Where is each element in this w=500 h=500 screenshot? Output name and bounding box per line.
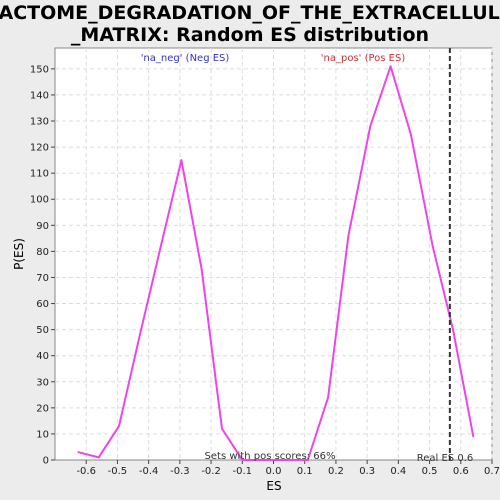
x-tick-label: 0.0	[266, 466, 282, 477]
data-point	[389, 65, 392, 68]
y-tick-label: 140	[30, 90, 49, 101]
real-es-label: Real ES 0.6	[417, 453, 473, 464]
legend-pos: 'na_pos' (Pos ES)	[321, 53, 406, 64]
data-point	[158, 250, 161, 253]
data-point	[261, 459, 264, 461]
chart-title-line-1: REACTOME_DEGRADATION_OF_THE_EXTRACELLULA…	[0, 2, 500, 24]
x-tick-label: 0.2	[328, 466, 344, 477]
data-point	[369, 125, 372, 128]
y-axis-label: P(ES)	[12, 238, 26, 270]
es-distribution-line	[78, 65, 475, 461]
y-tick-label: 110	[30, 169, 49, 180]
y-tick-label: 80	[36, 247, 49, 258]
data-point	[77, 451, 80, 454]
data-point	[327, 396, 330, 399]
data-point	[118, 425, 120, 428]
x-tick-label: -0.6	[76, 466, 96, 477]
y-tick-label: 50	[36, 325, 49, 336]
x-tick-label: -0.2	[201, 466, 221, 477]
y-tick-label: 20	[36, 403, 49, 414]
axis-ticks: 0 10 20 30 40 50 60 70 80 90 100 110 120 130 140 150 -0.…	[30, 64, 500, 477]
y-tick-label: 130	[30, 117, 49, 128]
x-tick-label: 0.4	[390, 466, 406, 477]
y-tick-label: 150	[30, 64, 49, 75]
legend-neg: 'na_neg' (Neg ES)	[141, 53, 230, 64]
x-tick-label: -0.4	[139, 466, 159, 477]
y-tick-label: 90	[36, 221, 49, 232]
x-tick-label: -0.1	[233, 466, 253, 477]
x-axis-label: ES	[266, 479, 281, 493]
data-point	[241, 459, 244, 461]
y-tick-label: 40	[36, 351, 49, 362]
x-tick-label: -0.5	[108, 466, 128, 477]
data-point	[306, 459, 309, 461]
y-tick-label: 0	[43, 456, 49, 467]
data-point	[138, 336, 141, 339]
data-point	[281, 459, 284, 461]
pos-scores-annotation: Sets with pos scores: 66%	[205, 451, 336, 462]
data-point	[431, 245, 434, 248]
y-tick-label: 30	[36, 377, 49, 388]
data-point	[221, 427, 223, 430]
data-point	[472, 435, 475, 438]
data-point	[180, 159, 183, 162]
y-tick-label: 60	[36, 299, 49, 310]
x-tick-label: 0.3	[359, 466, 375, 477]
series-layer	[77, 65, 475, 461]
x-tick-label: -0.3	[170, 466, 190, 477]
data-point	[97, 456, 100, 459]
x-tick-label: 0.6	[453, 466, 469, 477]
y-tick-label: 70	[36, 273, 49, 284]
y-tick-label: 100	[30, 195, 49, 206]
data-point	[409, 133, 412, 135]
y-tick-label: 120	[30, 143, 49, 154]
x-tick-label: 0.1	[297, 466, 313, 477]
data-point	[200, 268, 203, 271]
data-point	[347, 234, 350, 237]
grid-lines	[55, 48, 493, 460]
y-tick-label: 10	[36, 429, 49, 440]
x-tick-label: 0.7	[484, 466, 500, 477]
data-point	[452, 328, 454, 331]
chart-title-line-2: _MATRIX: Random ES distribution	[71, 24, 429, 46]
x-tick-label: 0.5	[422, 466, 438, 477]
